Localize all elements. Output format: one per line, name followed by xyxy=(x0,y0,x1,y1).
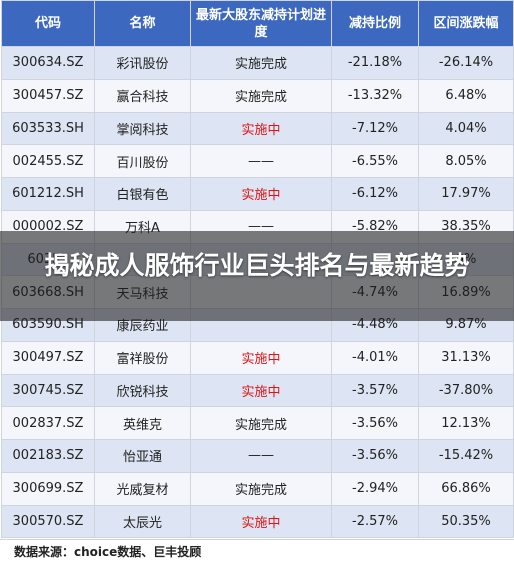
table-row: 300497.SZ 富祥股份 实施中 -4.01% 31.13% xyxy=(1,340,514,375)
cell-reduction-ratio: -2.94% xyxy=(331,471,419,506)
cell-reduction-ratio: -13.32% xyxy=(331,78,419,113)
cell-reduction-ratio: -3.57% xyxy=(331,373,419,408)
table-row: 603533.SH 掌阅科技 实施中 -7.12% 4.04% xyxy=(1,111,514,146)
cell-reduction-ratio: -21.18% xyxy=(331,46,419,80)
cell-plan-progress: —— xyxy=(190,439,332,473)
source-note: 数据来源：choice数据、巨丰投顾 xyxy=(0,539,514,564)
table-row: 002837.SZ 英维克 实施完成 -3.56% 12.13% xyxy=(1,406,514,440)
table-row: 002183.SZ 怡亚通 —— -3.56% -15.42% xyxy=(1,439,514,473)
cell-code: 002837.SZ xyxy=(1,406,95,440)
cell-code: 603533.SH xyxy=(1,111,95,146)
cell-reduction-ratio: -7.12% xyxy=(331,111,419,146)
cell-name: 富祥股份 xyxy=(94,340,191,375)
cell-plan-progress: 实施中 xyxy=(190,504,332,539)
cell-code: 300457.SZ xyxy=(1,78,95,113)
cell-name: 怡亚通 xyxy=(94,439,191,473)
cell-plan-progress: —— xyxy=(190,144,332,178)
cell-plan-progress: 实施中 xyxy=(190,373,332,408)
cell-price-change: 17.97% xyxy=(418,177,514,211)
cell-price-change: 50.35% xyxy=(418,504,514,539)
cell-reduction-ratio: -6.55% xyxy=(331,144,419,178)
cell-reduction-ratio: -2.57% xyxy=(331,504,419,539)
table-header-row: 代码 名称 最新大股东减持计划进度 减持比例 区间涨跌幅 xyxy=(1,0,514,47)
title-overlay-band xyxy=(0,231,514,321)
cell-name: 白银有色 xyxy=(94,177,191,211)
header-price-change: 区间涨跌幅 xyxy=(418,0,514,47)
cell-plan-progress: 实施完成 xyxy=(190,471,332,506)
cell-name: 太辰光 xyxy=(94,504,191,539)
cell-code: 002183.SZ xyxy=(1,439,95,473)
cell-plan-progress: 实施中 xyxy=(190,340,332,375)
cell-plan-progress: 实施完成 xyxy=(190,406,332,440)
cell-price-change: -15.42% xyxy=(418,439,514,473)
table-row: 601212.SH 白银有色 实施中 -6.12% 17.97% xyxy=(1,177,514,211)
cell-plan-progress: 实施完成 xyxy=(190,46,332,80)
table-row: 300699.SZ 光威复材 实施完成 -2.94% 66.86% xyxy=(1,471,514,506)
cell-price-change: 31.13% xyxy=(418,340,514,375)
cell-name: 欣锐科技 xyxy=(94,373,191,408)
cell-price-change: 66.86% xyxy=(418,471,514,506)
header-reduction-ratio: 减持比例 xyxy=(331,0,419,47)
cell-plan-progress: 实施完成 xyxy=(190,78,332,113)
cell-name: 彩讯股份 xyxy=(94,46,191,80)
cell-name: 英维克 xyxy=(94,406,191,440)
cell-reduction-ratio: -6.12% xyxy=(331,177,419,211)
header-plan-progress: 最新大股东减持计划进度 xyxy=(190,0,332,47)
table-row: 300457.SZ 赢合科技 实施完成 -13.32% 6.48% xyxy=(1,78,514,113)
overlay-title: 揭秘成人服饰行业巨头排名与最新趋势 xyxy=(44,251,470,280)
table-row: 300570.SZ 太辰光 实施中 -2.57% 50.35% xyxy=(1,504,514,539)
header-name: 名称 xyxy=(94,0,191,47)
cell-code: 002455.SZ xyxy=(1,144,95,178)
cell-code: 300634.SZ xyxy=(1,46,95,80)
table-row: 300634.SZ 彩讯股份 实施完成 -21.18% -26.14% xyxy=(1,46,514,80)
cell-price-change: -37.80% xyxy=(418,373,514,408)
cell-reduction-ratio: -4.01% xyxy=(331,340,419,375)
cell-plan-progress: 实施中 xyxy=(190,111,332,146)
cell-plan-progress: 实施中 xyxy=(190,177,332,211)
cell-code: 300745.SZ xyxy=(1,373,95,408)
cell-code: 300570.SZ xyxy=(1,504,95,539)
cell-name: 光威复材 xyxy=(94,471,191,506)
cell-price-change: 4.04% xyxy=(418,111,514,146)
cell-code: 300699.SZ xyxy=(1,471,95,506)
cell-reduction-ratio: -3.56% xyxy=(331,439,419,473)
cell-name: 百川股份 xyxy=(94,144,191,178)
cell-code: 300497.SZ xyxy=(1,340,95,375)
cell-name: 赢合科技 xyxy=(94,78,191,113)
table-row: 002455.SZ 百川股份 —— -6.55% 8.05% xyxy=(1,144,514,178)
cell-price-change: 8.05% xyxy=(418,144,514,178)
cell-name: 掌阅科技 xyxy=(94,111,191,146)
cell-price-change: 6.48% xyxy=(418,78,514,113)
table-row: 300745.SZ 欣锐科技 实施中 -3.57% -37.80% xyxy=(1,373,514,408)
reduction-table: 代码 名称 最新大股东减持计划进度 减持比例 区间涨跌幅 300634.SZ 彩讯… xyxy=(1,0,514,539)
cell-price-change: -26.14% xyxy=(418,46,514,80)
cell-code: 601212.SH xyxy=(1,177,95,211)
cell-reduction-ratio: -3.56% xyxy=(331,406,419,440)
header-code: 代码 xyxy=(1,0,95,47)
cell-price-change: 12.13% xyxy=(418,406,514,440)
